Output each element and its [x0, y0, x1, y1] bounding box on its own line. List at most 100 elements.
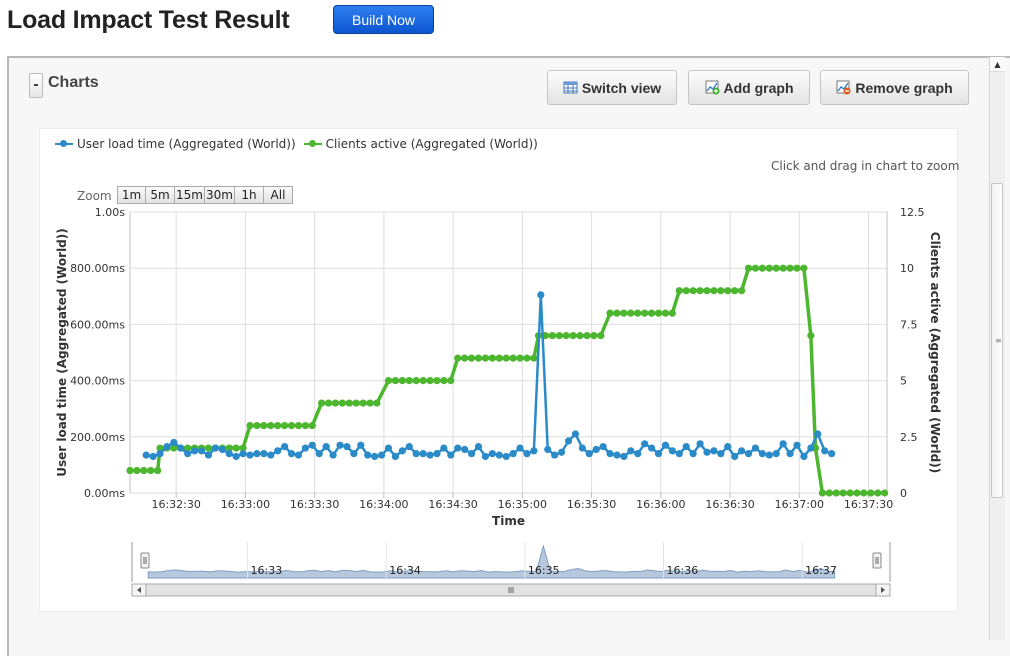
chart-plot[interactable]: 0.00ms 0 200.00ms 2.5 400.00ms 5 600.00ms 7.5 80…	[0, 0, 1010, 640]
load-time-data-point	[779, 440, 787, 448]
clients-data-point	[786, 264, 794, 272]
clients-data-point	[140, 466, 148, 475]
load-time-data-point	[544, 445, 552, 454]
load-time-data-point	[170, 438, 178, 447]
load-time-data-point	[814, 430, 822, 438]
clients-data-point	[447, 377, 455, 385]
load-time-data-point	[336, 441, 344, 449]
clients-data-point	[779, 264, 787, 272]
clients-data-point	[461, 354, 469, 362]
clients-data-point	[654, 309, 663, 317]
clients-data-point	[267, 421, 275, 430]
load-time-data-point	[343, 443, 351, 451]
load-time-data-point	[329, 451, 337, 459]
clients-data-point	[590, 332, 598, 340]
scroll-thumb[interactable]: ≡	[991, 183, 1003, 498]
zoom-1h-button[interactable]: 1h	[234, 186, 264, 204]
legend-item-load-time[interactable]: User load time (Aggregated (World))	[55, 137, 296, 151]
clients-data-point	[682, 287, 690, 295]
y-right-tick-label: 5	[900, 375, 907, 388]
load-time-data-point	[322, 443, 330, 451]
chart-add-icon	[705, 80, 720, 95]
legend-label-load-time: User load time (Aggregated (World))	[77, 137, 296, 151]
clients-data-point	[405, 377, 413, 385]
load-time-data-point	[689, 450, 697, 458]
load-time-data-point	[661, 441, 670, 449]
clients-data-point	[555, 332, 563, 340]
clients-data-point	[634, 309, 642, 317]
remove-graph-button[interactable]: Remove graph	[820, 70, 969, 105]
navigator-scrollbar[interactable]	[131, 583, 891, 597]
zoom-30m-button[interactable]: 30m	[204, 186, 235, 204]
load-time-data-point	[156, 450, 164, 458]
clients-data-point	[647, 309, 656, 317]
legend-marker-icon	[303, 140, 322, 148]
clients-data-point	[204, 444, 213, 452]
build-now-button[interactable]: Build Now	[333, 5, 434, 34]
load-time-data-point	[267, 451, 275, 459]
load-time-data-point	[371, 452, 379, 461]
y-right-tick-label: 0	[900, 487, 907, 500]
zoom-5m-button[interactable]: 5m	[145, 186, 175, 204]
y-left-tick-label: 1.00s	[95, 206, 125, 219]
clients-data-point	[703, 287, 711, 295]
clients-data-point	[373, 399, 381, 407]
handle-body	[140, 552, 150, 569]
load-time-data-point	[149, 452, 157, 461]
arrow-right-icon	[881, 587, 885, 593]
clients-data-point	[793, 264, 801, 272]
clients-data-point	[239, 444, 247, 452]
clients-data-point	[154, 466, 162, 475]
load-time-data-point	[717, 450, 725, 458]
clients-data-point	[509, 354, 517, 362]
clients-data-point	[481, 354, 490, 362]
clients-data-point	[281, 421, 289, 430]
load-time-data-point	[620, 452, 628, 461]
load-time-data-point	[454, 444, 462, 452]
y-right-tick-label: 2.5	[900, 431, 918, 444]
load-time-data-point	[163, 443, 171, 451]
clients-data-point	[562, 332, 570, 340]
navigator-label: 16:33	[251, 564, 283, 577]
load-time-data-point	[578, 444, 586, 452]
legend-label-clients: Clients active (Aggregated (World))	[325, 137, 538, 151]
clients-data-point	[696, 287, 704, 295]
collapse-button[interactable]: -	[29, 73, 43, 98]
clients-data-point	[717, 287, 725, 295]
clients-data-point	[232, 444, 240, 452]
load-time-data-point	[232, 452, 240, 461]
chart-remove-icon	[836, 80, 851, 95]
load-time-data-point	[474, 443, 483, 451]
scroll-up-arrow-icon[interactable]: ▲	[990, 57, 1005, 72]
switch-view-button[interactable]: Switch view	[547, 70, 677, 105]
navigator-series-area	[147, 544, 836, 579]
zoom-hint: Click and drag in chart to zoom	[771, 159, 960, 173]
load-time-data-point	[654, 450, 663, 458]
clients-data-point	[832, 489, 840, 497]
load-time-data-point	[301, 444, 310, 452]
add-graph-button[interactable]: Add graph	[688, 70, 810, 105]
vertical-scrollbar[interactable]: ▲ ≡	[989, 57, 1005, 640]
navigator-left-handle-icon[interactable]	[140, 552, 150, 569]
clients-data-point	[860, 489, 868, 497]
load-time-data-point	[731, 452, 739, 461]
navigator-right-handle-icon[interactable]	[872, 552, 882, 569]
load-time-data-point	[634, 450, 642, 458]
y-left-axis-title: User load time (Aggregated (World))	[55, 228, 69, 476]
load-time-data-point	[599, 443, 607, 451]
load-time-data-point	[315, 450, 323, 458]
plot-area	[129, 211, 888, 494]
clients-data-point	[867, 489, 875, 497]
load-time-data-point	[509, 450, 517, 458]
load-time-data-point	[592, 445, 600, 454]
clients-data-point	[613, 309, 621, 317]
clients-data-point	[184, 444, 192, 452]
y-left-tick-label: 200.00ms	[70, 431, 125, 444]
zoom-all-button[interactable]: All	[263, 186, 293, 204]
load-time-data-point	[481, 452, 490, 461]
x-tick-label: 16:35:30	[567, 498, 616, 511]
legend-item-clients[interactable]: Clients active (Aggregated (World))	[303, 137, 538, 151]
clients-data-point	[359, 399, 367, 407]
zoom-1m-button[interactable]: 1m	[117, 186, 146, 204]
clients-data-point	[440, 377, 448, 385]
